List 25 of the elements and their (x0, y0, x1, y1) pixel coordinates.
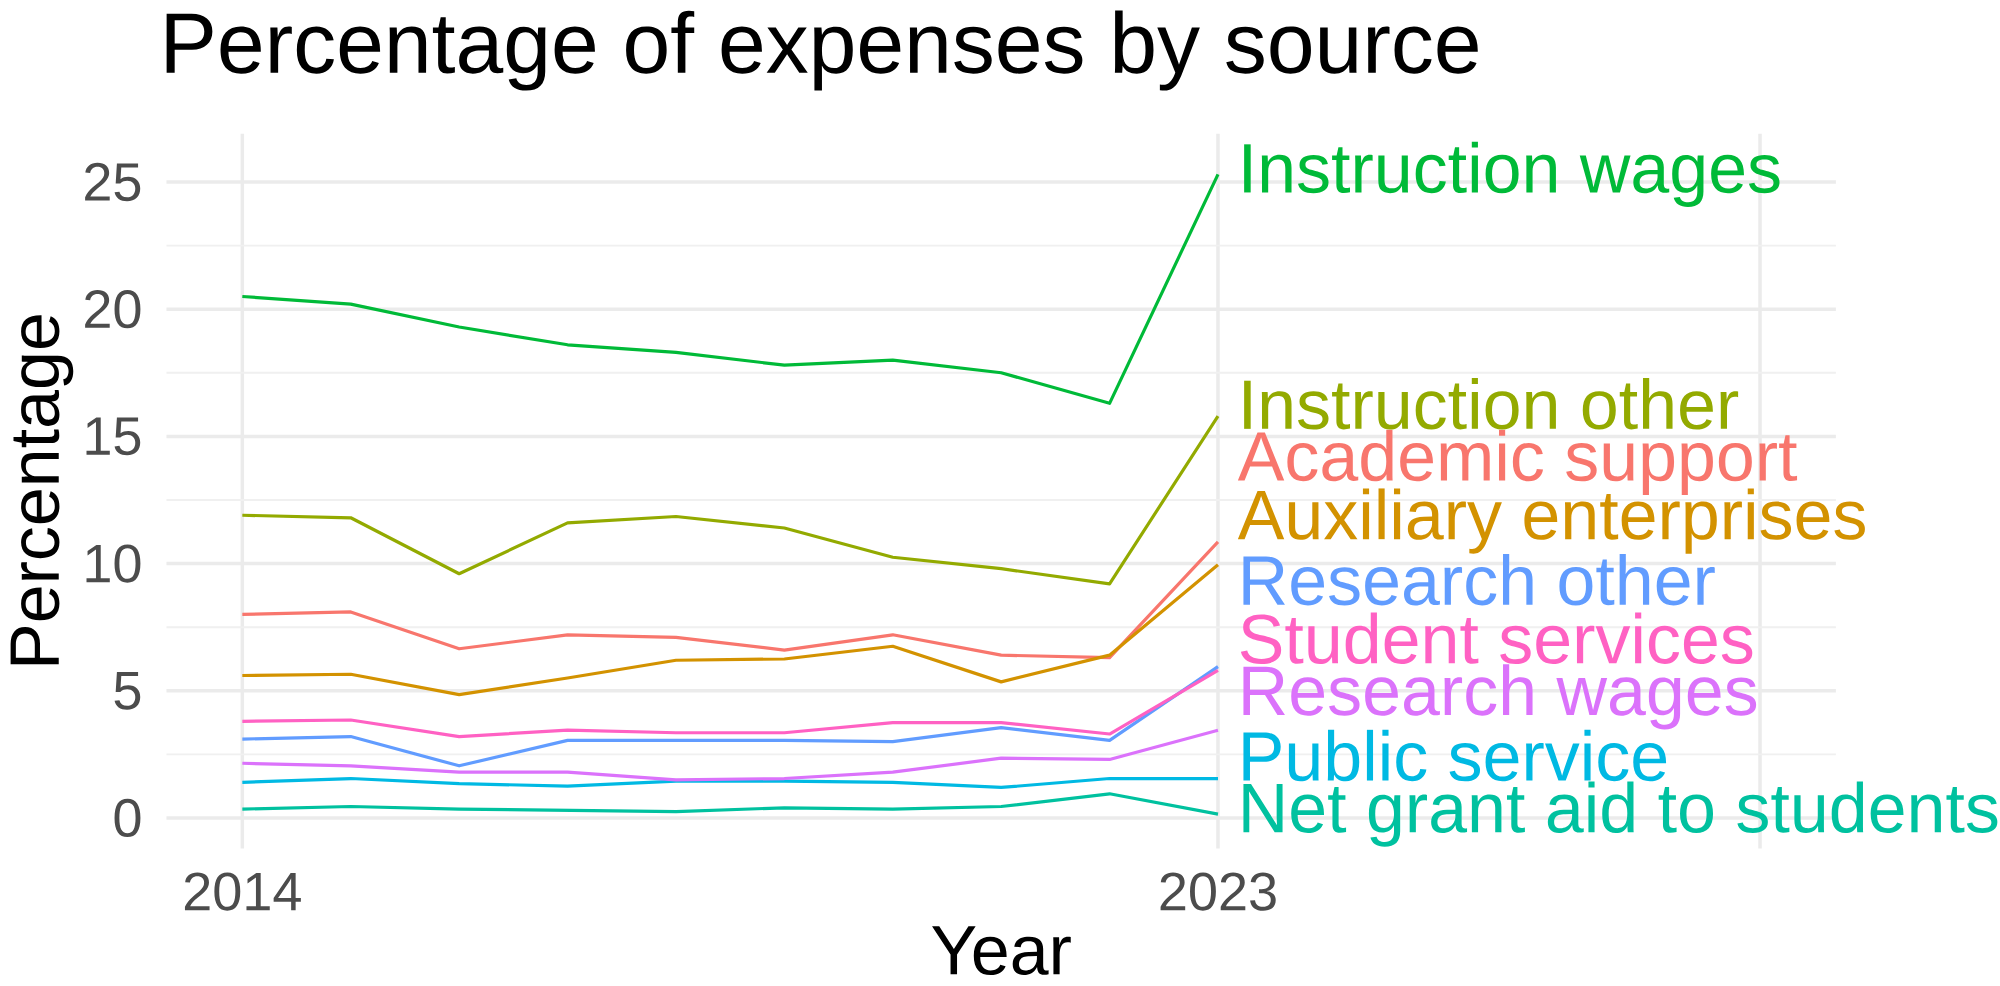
chart-title: Percentage of expenses by source (166, 10, 1478, 91)
y-tick-label: 20 (85, 290, 141, 329)
x-tick-label: 2014 (184, 872, 301, 911)
line-series (240, 414, 1220, 586)
line-series (240, 540, 1220, 660)
x-tick-label: 2023 (1160, 872, 1276, 911)
x-axis-title: Year (932, 926, 1071, 976)
line-series (240, 777, 1220, 790)
series-label: Research wages (1243, 664, 1757, 730)
series-label: Student services (1240, 612, 1753, 665)
line-series (240, 172, 1220, 406)
series-label: Instruction other (1244, 378, 1739, 430)
y-tick-label: 0 (114, 799, 141, 838)
series-label: Public service (1243, 730, 1667, 782)
series-label: Net grant aid to students (1243, 781, 1998, 847)
line-series (240, 728, 1220, 782)
series-label: Research other (1243, 554, 1715, 606)
series-label: Instruction wages (1244, 141, 1780, 208)
y-axis-title: Percentage (10, 315, 74, 665)
y-tick-label: 5 (114, 672, 141, 710)
line-series (240, 669, 1220, 739)
y-tick-label: 15 (86, 417, 141, 456)
y-tick-label: 25 (85, 163, 141, 202)
y-tick-label: 10 (86, 544, 141, 583)
line-series (240, 563, 1220, 697)
